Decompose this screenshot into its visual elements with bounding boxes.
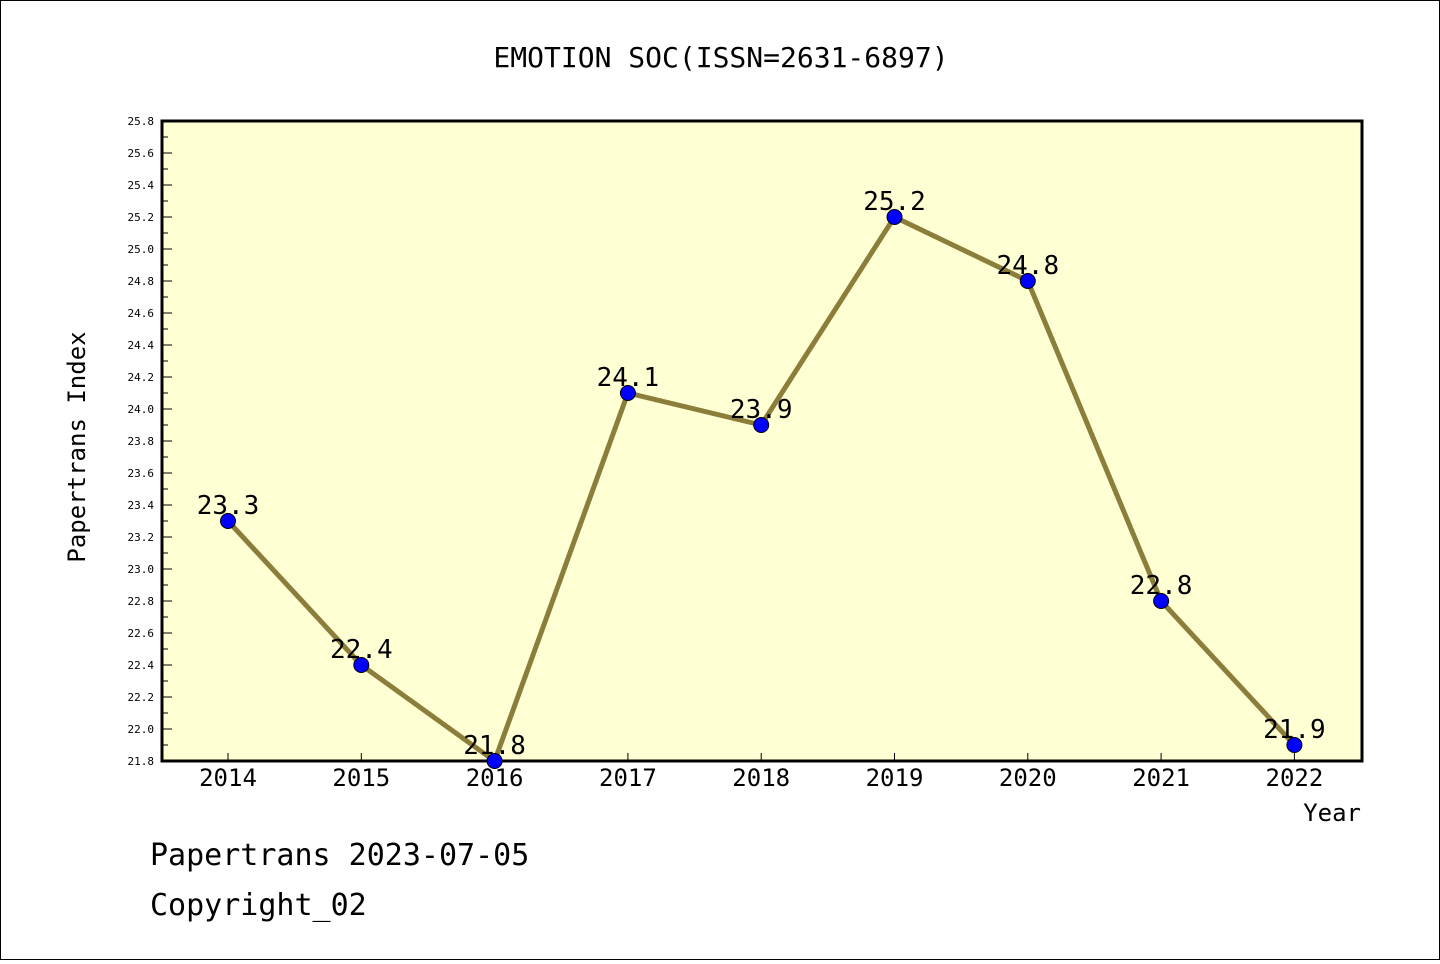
y-tick-label: 24.4 [128, 339, 155, 352]
x-tick-label: 2021 [1132, 764, 1190, 792]
data-label: 21.9 [1263, 715, 1326, 745]
data-point [1153, 593, 1170, 609]
data-label: 22.4 [330, 635, 393, 665]
y-tick-label: 25.0 [128, 243, 155, 256]
y-tick-label: 24.2 [128, 371, 155, 384]
y-axis-ticks: 21.8 22.0 22.2 22.4 22.6 22.8 23.0 23.2 23.4 23.6… [128, 115, 172, 768]
x-tick-label: 2020 [999, 764, 1057, 792]
y-tick-label: 25.8 [128, 115, 155, 128]
x-tick-label: 2019 [866, 764, 924, 792]
data-label: 24.8 [996, 251, 1059, 281]
data-point [886, 209, 903, 225]
data-label: 24.1 [597, 363, 660, 393]
x-tick-label: 2014 [199, 764, 257, 792]
x-axis-ticks: 2014 2015 2016 2017 2018 2019 2020 2021 2022 [199, 753, 1323, 792]
plot-area [160, 119, 1364, 763]
data-markers [220, 209, 1303, 769]
x-axis-label: Year [1303, 799, 1361, 827]
footer-date: Papertrans 2023-07-05 [150, 838, 529, 873]
x-tick-label: 2022 [1266, 764, 1324, 792]
footer-copyright: Copyright_02 [150, 888, 367, 923]
y-tick-label: 22.2 [128, 691, 155, 704]
y-tick-label: 25.6 [128, 147, 155, 160]
y-tick-label: 24.8 [128, 275, 155, 288]
data-point [1286, 737, 1303, 753]
data-labels: 23.3 22.4 21.8 24.1 23.9 25.2 24.8 22.8 21.9 [197, 187, 1326, 761]
y-tick-label: 21.8 [128, 755, 155, 768]
data-label: 25.2 [863, 187, 926, 217]
data-point [753, 417, 770, 433]
y-tick-label: 24.0 [128, 403, 155, 416]
data-point [1019, 273, 1036, 289]
y-tick-label: 23.8 [128, 435, 155, 448]
x-tick-label: 2015 [332, 764, 390, 792]
data-label: 23.9 [730, 395, 793, 425]
data-point [486, 753, 503, 769]
y-tick-label: 23.2 [128, 531, 155, 544]
y-tick-label: 22.4 [128, 659, 155, 672]
y-tick-label: 22.0 [128, 723, 155, 736]
data-label: 23.3 [197, 491, 260, 521]
y-tick-label: 23.6 [128, 467, 155, 480]
y-axis-label: Papertrans Index [63, 331, 91, 562]
data-label: 21.8 [463, 731, 526, 761]
data-point [353, 657, 370, 673]
data-point [619, 385, 636, 401]
y-tick-label: 25.4 [128, 179, 155, 192]
y-tick-label: 23.0 [128, 563, 155, 576]
y-tick-label: 22.8 [128, 595, 155, 608]
x-tick-label: 2017 [599, 764, 657, 792]
data-point [220, 513, 236, 529]
y-tick-label: 22.6 [128, 627, 155, 640]
data-label: 22.8 [1130, 571, 1193, 601]
x-tick-label: 2018 [732, 764, 790, 792]
y-tick-label: 24.6 [128, 307, 155, 320]
chart-title: EMOTION SOC(ISSN=2631-6897) [493, 41, 948, 74]
y-tick-label: 23.4 [128, 499, 155, 512]
y-tick-label: 25.2 [128, 211, 155, 224]
